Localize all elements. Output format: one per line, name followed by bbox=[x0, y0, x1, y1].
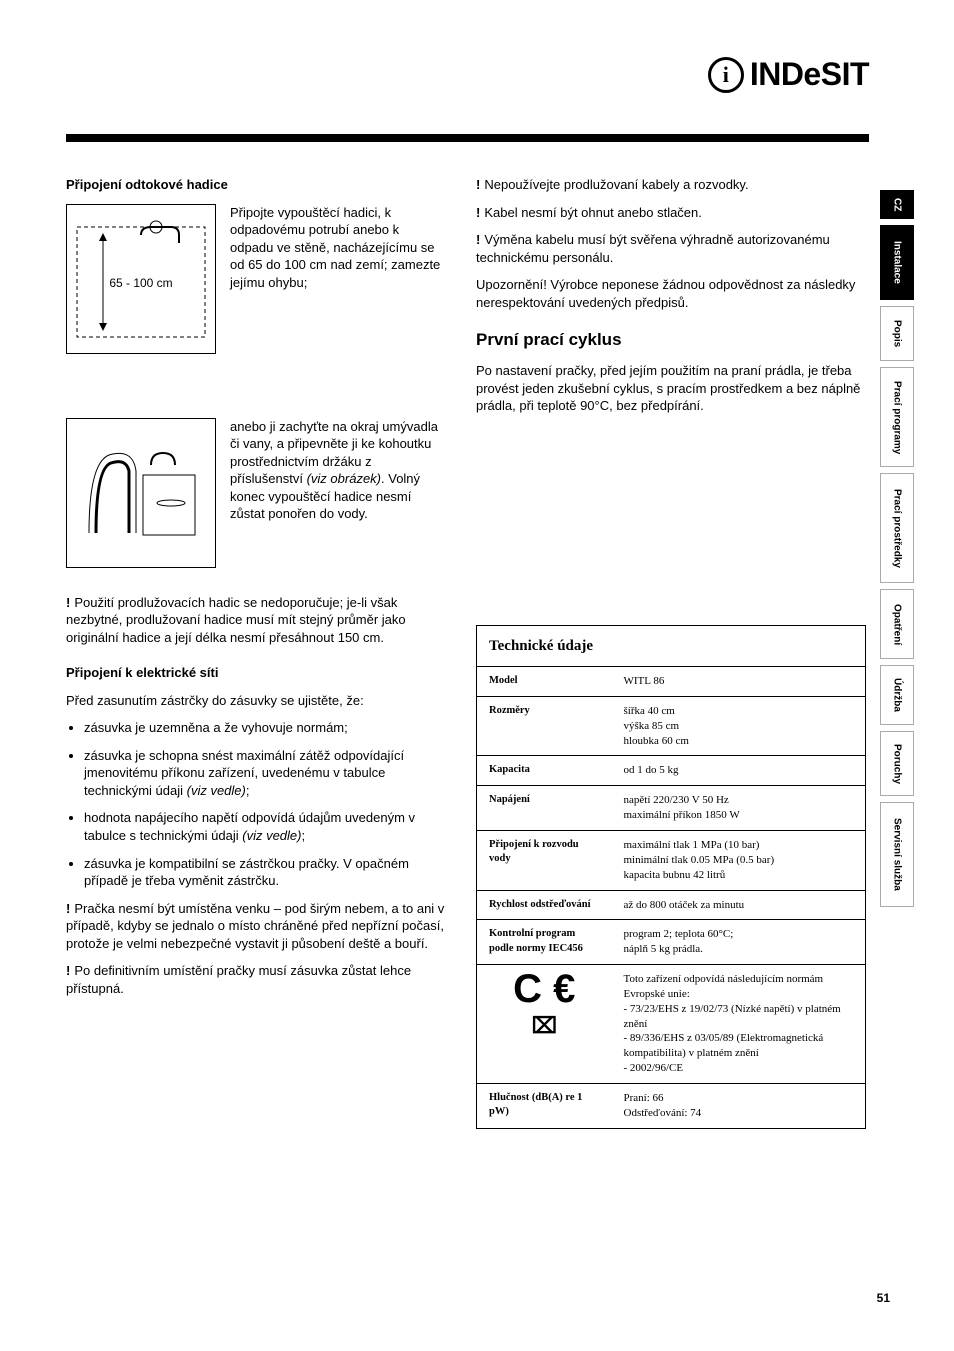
list-item: zásuvka je uzemněna a že vyhovuje normám… bbox=[84, 719, 446, 737]
table-key: C €⌧ bbox=[477, 965, 612, 1084]
warning-cables: Nepoužívejte prodlužovaní kabely a rozvo… bbox=[476, 176, 866, 194]
table-key: Model bbox=[477, 667, 612, 697]
heading-electrical: Připojení k elektrické síti bbox=[66, 664, 446, 682]
sidebar-tab: Servisní služba bbox=[880, 802, 914, 907]
warning-extension-hose: Použití prodlužovacích hadic se nedoporu… bbox=[66, 594, 446, 647]
sidebar-tab: Prací prostředky bbox=[880, 473, 914, 583]
paragraph-elec-intro: Před zasunutím zástrčky do zásuvky se uj… bbox=[66, 692, 446, 710]
figure-drain-height: 65 - 100 cm bbox=[66, 204, 216, 354]
table-key: Kapacita bbox=[477, 756, 612, 786]
list-item: zásuvka je kompatibilní se zástrčkou pra… bbox=[84, 855, 446, 890]
table-value: WITL 86 bbox=[612, 667, 866, 697]
figure-drain-sink bbox=[66, 418, 216, 568]
sidebar-tab: Údržba bbox=[880, 665, 914, 725]
left-column: Připojení odtokové hadice 65 - 100 cm Př… bbox=[66, 176, 446, 1007]
warning-outdoor: Pračka nesmí být umístěna venku – pod ši… bbox=[66, 900, 446, 953]
warning-bent: Kabel nesmí být ohnut anebo stlačen. bbox=[476, 204, 866, 222]
table-value: Toto zařízení odpovídá následujícím norm… bbox=[612, 965, 866, 1084]
table-value: maximální tlak 1 MPa (10 bar) minimální … bbox=[612, 831, 866, 891]
list-item: hodnota napájecího napětí odpovídá údajů… bbox=[84, 809, 446, 844]
table-value: program 2; teplota 60°C; náplň 5 kg prád… bbox=[612, 920, 866, 965]
technical-data-table: Technické údaje ModelWITL 86Rozměryšířka… bbox=[476, 625, 866, 1129]
logo-text: INDeSIT bbox=[750, 56, 869, 93]
table-title: Technické údaje bbox=[477, 625, 866, 666]
table-value: šířka 40 cm výška 85 cm hloubka 60 cm bbox=[612, 696, 866, 756]
lang-tab: CZ bbox=[880, 190, 914, 219]
page-number: 51 bbox=[877, 1291, 890, 1305]
warning-cable-replace: Výměna kabelu musí být svěřena výhradně … bbox=[476, 231, 866, 266]
paragraph-first-cycle: Po nastavení pračky, před jejím použitím… bbox=[476, 362, 866, 415]
electrical-checklist: zásuvka je uzemněna a že vyhovuje normám… bbox=[84, 719, 446, 889]
table-key: Napájení bbox=[477, 786, 612, 831]
table-key: Hlučnost (dB(A) re 1 pW) bbox=[477, 1083, 612, 1128]
table-value: Praní: 66 Odstřeďování: 74 bbox=[612, 1083, 866, 1128]
list-item: zásuvka je schopna snést maximální zátěž… bbox=[84, 747, 446, 800]
table-key: Připojení k rozvodu vody bbox=[477, 831, 612, 891]
paragraph-disclaimer: Upozornění! Výrobce neponese žádnou odpo… bbox=[476, 276, 866, 311]
sidebar-tab: Instalace bbox=[880, 225, 914, 300]
header-rule bbox=[66, 134, 869, 142]
sidebar-tab: Prací programy bbox=[880, 367, 914, 467]
table-key: Rozměry bbox=[477, 696, 612, 756]
table-key: Kontrolní program podle normy IEC456 bbox=[477, 920, 612, 965]
brand-logo: i INDeSIT bbox=[708, 56, 869, 93]
warning-accessible: Po definitivním umístění pračky musí zás… bbox=[66, 962, 446, 997]
sidebar-tab: Opatření bbox=[880, 589, 914, 659]
side-tabs: CZ Instalace Popis Prací programy Prací pro… bbox=[880, 190, 914, 913]
sidebar-tab: Popis bbox=[880, 306, 914, 361]
heading-drain: Připojení odtokové hadice bbox=[66, 176, 446, 194]
table-value: od 1 do 5 kg bbox=[612, 756, 866, 786]
right-column: Nepoužívejte prodlužovaní kabely a rozvo… bbox=[476, 176, 866, 1129]
table-value: napětí 220/230 V 50 Hz maximální příkon … bbox=[612, 786, 866, 831]
table-key: Rychlost odstřeďování bbox=[477, 890, 612, 920]
table-value: až do 800 otáček za minutu bbox=[612, 890, 866, 920]
sidebar-tab: Poruchy bbox=[880, 731, 914, 796]
heading-first-cycle: První prací cyklus bbox=[476, 329, 866, 352]
figure-label: 65 - 100 cm bbox=[109, 276, 172, 290]
logo-icon: i bbox=[708, 57, 744, 93]
